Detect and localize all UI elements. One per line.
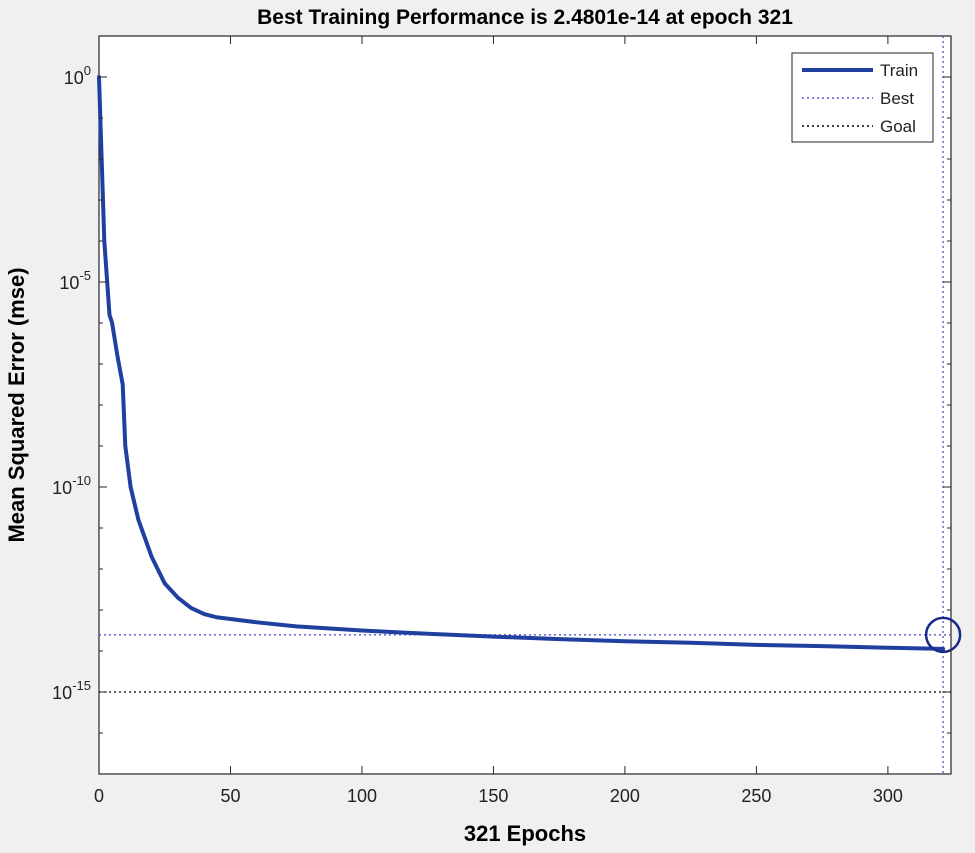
x-axis-label: 321 Epochs — [464, 821, 586, 846]
y-axis-ticks: 100 10-5 10-10 10-15 — [52, 35, 951, 775]
x-tick-label: 50 — [220, 786, 240, 806]
y-axis-label: Mean Squared Error (mse) — [4, 267, 29, 542]
x-tick-label: 250 — [741, 786, 771, 806]
train-line — [97, 75, 946, 651]
y-tick-label: 10-10 — [52, 473, 91, 498]
legend: Train Best Goal — [791, 52, 934, 143]
x-tick-label: 300 — [873, 786, 903, 806]
y-tick-label: 100 — [64, 63, 91, 88]
chart-title: Best Training Performance is 2.4801e-14 … — [257, 6, 793, 29]
x-tick-label: 100 — [347, 786, 377, 806]
legend-best-label: Best — [880, 89, 914, 108]
x-tick-label: 150 — [478, 786, 508, 806]
x-tick-label: 200 — [610, 786, 640, 806]
best-point-marker — [924, 616, 962, 654]
train-line-group — [97, 75, 946, 651]
x-axis-ticks: 0 50 100 150 200 250 300 — [94, 36, 903, 806]
plot-area — [98, 35, 952, 775]
y-tick-label: 10-5 — [59, 268, 91, 293]
best-marker-group — [924, 616, 962, 654]
x-tick-label: 0 — [94, 786, 104, 806]
y-tick-label: 10-15 — [52, 678, 91, 703]
legend-goal-label: Goal — [880, 117, 916, 136]
legend-train-label: Train — [880, 61, 918, 80]
